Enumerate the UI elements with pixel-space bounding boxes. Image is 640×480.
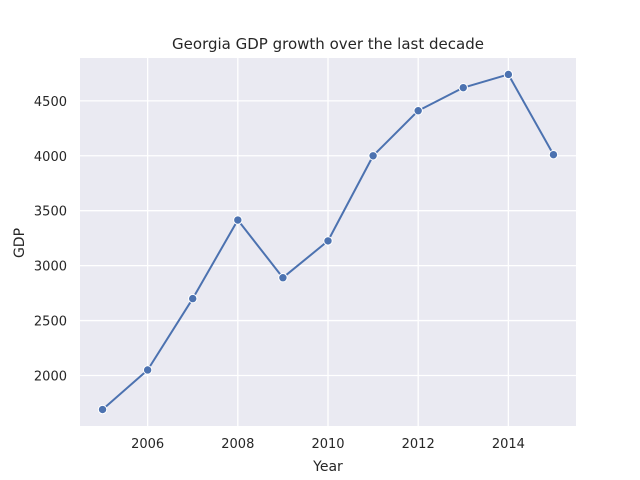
- chart-title: Georgia GDP growth over the last decade: [172, 35, 484, 53]
- data-point: [233, 215, 243, 225]
- x-axis-label: Year: [312, 459, 343, 475]
- data-point: [413, 106, 423, 116]
- data-point: [188, 293, 198, 304]
- y-tick-label: 4500: [34, 95, 67, 110]
- y-axis-label: GDP: [12, 228, 28, 258]
- data-point: [323, 236, 333, 246]
- x-tick-label: 2014: [492, 437, 525, 452]
- y-tick-label: 4000: [34, 150, 67, 165]
- data-point: [368, 151, 378, 161]
- x-tick-label: 2006: [131, 437, 164, 452]
- series-layer: [97, 69, 559, 415]
- x-tick-label: 2010: [311, 437, 344, 452]
- data-point: [458, 82, 468, 93]
- data-point: [278, 273, 288, 283]
- y-tick-label: 2500: [34, 315, 67, 330]
- y-tick-label: 2000: [34, 369, 67, 384]
- tick-labels: 2006 2008 2010 2012 2014 2000 2500 3000 3500 4000…: [34, 95, 525, 452]
- data-point: [97, 404, 108, 415]
- y-tick-label: 3500: [34, 205, 67, 220]
- data-point: [142, 365, 153, 375]
- data-point: [503, 69, 514, 80]
- data-point: [548, 149, 559, 160]
- y-tick-label: 3000: [34, 260, 67, 275]
- x-tick-label: 2012: [402, 437, 435, 452]
- x-tick-label: 2008: [221, 437, 254, 452]
